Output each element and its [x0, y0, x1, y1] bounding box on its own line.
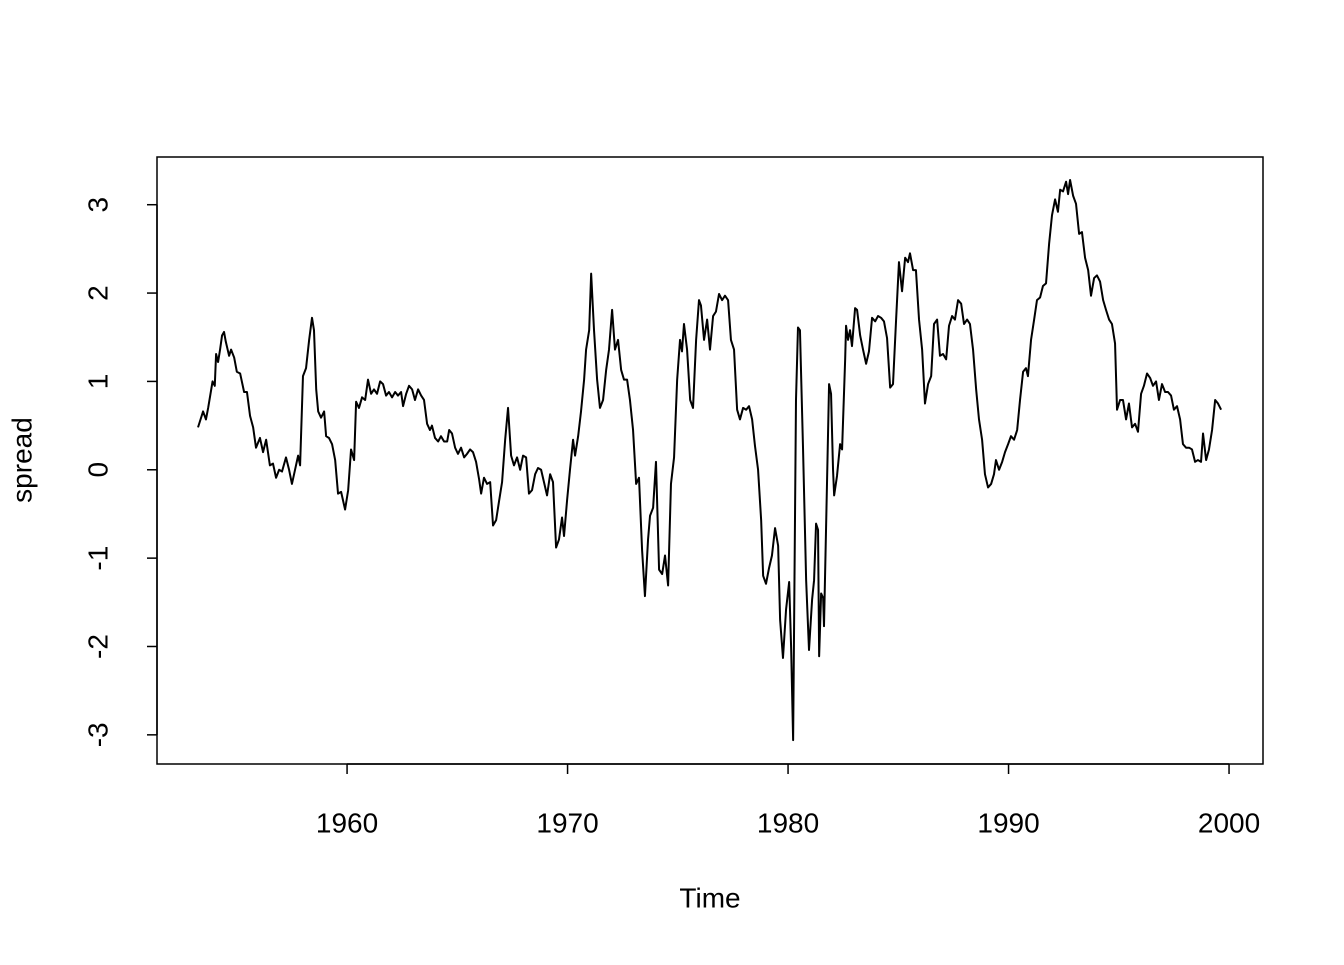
- y-tick-label: -1: [82, 546, 113, 571]
- y-tick-label: -2: [82, 634, 113, 659]
- y-tick-label: 2: [82, 285, 113, 301]
- y-axis-label: spread: [6, 417, 37, 503]
- series-line: [197, 178, 1223, 742]
- plot-box: [156, 156, 1264, 765]
- x-tick-label: 1970: [536, 807, 598, 838]
- y-tick-label: 1: [82, 374, 113, 390]
- y-tick-label: 3: [82, 197, 113, 213]
- x-tick-label: 2000: [1198, 807, 1260, 838]
- y-tick-label: 0: [82, 462, 113, 478]
- x-tick-label: 1980: [757, 807, 819, 838]
- y-tick-label: -3: [82, 722, 113, 747]
- x-axis-label: Time: [679, 882, 740, 913]
- x-tick-label: 1960: [316, 807, 378, 838]
- x-tick-label: 1990: [977, 807, 1039, 838]
